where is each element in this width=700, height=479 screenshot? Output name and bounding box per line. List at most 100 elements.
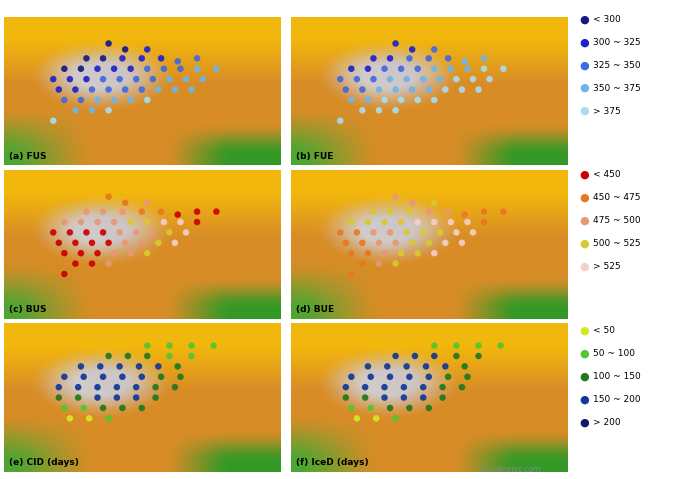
Point bbox=[404, 404, 415, 412]
Text: ●: ● bbox=[579, 170, 589, 180]
Point bbox=[83, 414, 94, 422]
Point bbox=[92, 383, 103, 391]
Text: ●: ● bbox=[579, 372, 589, 381]
Point bbox=[370, 414, 382, 422]
Point bbox=[437, 383, 448, 391]
Point bbox=[373, 86, 384, 93]
Point bbox=[428, 65, 440, 73]
Point bbox=[59, 373, 70, 381]
Text: ●: ● bbox=[579, 106, 589, 116]
Point bbox=[478, 55, 489, 62]
Point bbox=[191, 208, 203, 216]
Point bbox=[155, 55, 167, 62]
Point bbox=[125, 96, 136, 104]
Point bbox=[48, 75, 59, 83]
Point bbox=[390, 106, 401, 114]
Point bbox=[456, 383, 468, 391]
Point bbox=[136, 86, 148, 93]
Point bbox=[117, 55, 128, 62]
Point bbox=[53, 394, 64, 401]
Text: ●: ● bbox=[579, 395, 589, 404]
Point bbox=[363, 363, 374, 370]
Point bbox=[48, 228, 59, 236]
Point bbox=[395, 250, 407, 257]
Point bbox=[169, 383, 181, 391]
Point bbox=[346, 373, 357, 381]
Point bbox=[92, 218, 103, 226]
Point bbox=[164, 75, 175, 83]
Point bbox=[76, 96, 87, 104]
Point bbox=[136, 373, 148, 381]
Point bbox=[495, 342, 506, 350]
Point bbox=[423, 373, 434, 381]
Point bbox=[191, 218, 203, 226]
Point bbox=[423, 208, 434, 216]
Point bbox=[384, 55, 395, 62]
Point bbox=[120, 239, 131, 247]
Point bbox=[340, 239, 351, 247]
Point bbox=[434, 228, 445, 236]
Text: 100 ~ 150: 100 ~ 150 bbox=[593, 372, 640, 381]
Point bbox=[164, 342, 175, 350]
Point bbox=[153, 86, 164, 93]
Point bbox=[360, 394, 371, 401]
Point bbox=[368, 55, 379, 62]
Text: ●: ● bbox=[579, 216, 589, 226]
Point bbox=[459, 57, 470, 65]
Point bbox=[80, 228, 92, 236]
Point bbox=[398, 383, 409, 391]
Text: 150 ~ 200: 150 ~ 200 bbox=[593, 395, 640, 404]
Point bbox=[437, 394, 448, 401]
Point bbox=[398, 394, 409, 401]
Point bbox=[86, 239, 97, 247]
Point bbox=[64, 414, 76, 422]
Point bbox=[373, 239, 384, 247]
Point bbox=[94, 363, 106, 370]
Point bbox=[76, 363, 87, 370]
Text: ●: ● bbox=[579, 83, 589, 93]
Point bbox=[92, 250, 103, 257]
Point bbox=[114, 75, 125, 83]
Point bbox=[92, 394, 103, 401]
Point bbox=[136, 239, 148, 247]
Point bbox=[186, 352, 197, 360]
Point bbox=[141, 342, 153, 350]
Point bbox=[401, 363, 412, 370]
Point bbox=[363, 218, 374, 226]
Point bbox=[191, 65, 203, 73]
Point bbox=[473, 352, 484, 360]
Point bbox=[103, 106, 114, 114]
Point bbox=[390, 86, 401, 93]
Point bbox=[404, 373, 415, 381]
Point bbox=[172, 57, 183, 65]
Point bbox=[122, 352, 134, 360]
Point bbox=[459, 363, 470, 370]
Point bbox=[407, 199, 418, 206]
Point bbox=[421, 363, 432, 370]
Point bbox=[191, 55, 203, 62]
Point bbox=[368, 228, 379, 236]
Point bbox=[379, 383, 390, 391]
Point bbox=[363, 65, 374, 73]
Point bbox=[86, 106, 97, 114]
Point bbox=[181, 228, 192, 236]
Point bbox=[131, 228, 142, 236]
Text: ●: ● bbox=[579, 326, 589, 335]
Point bbox=[498, 65, 509, 73]
Point bbox=[498, 208, 509, 216]
Point bbox=[412, 218, 423, 226]
Point bbox=[473, 342, 484, 350]
Point bbox=[131, 75, 142, 83]
Point bbox=[351, 414, 363, 422]
Point bbox=[346, 218, 357, 226]
Point bbox=[423, 404, 434, 412]
Point bbox=[103, 193, 114, 201]
Point bbox=[346, 65, 357, 73]
Point bbox=[147, 228, 158, 236]
Point bbox=[442, 208, 454, 216]
Point bbox=[340, 394, 351, 401]
Point bbox=[97, 208, 108, 216]
Point bbox=[442, 373, 454, 381]
Point bbox=[357, 260, 368, 267]
Point bbox=[484, 75, 495, 83]
